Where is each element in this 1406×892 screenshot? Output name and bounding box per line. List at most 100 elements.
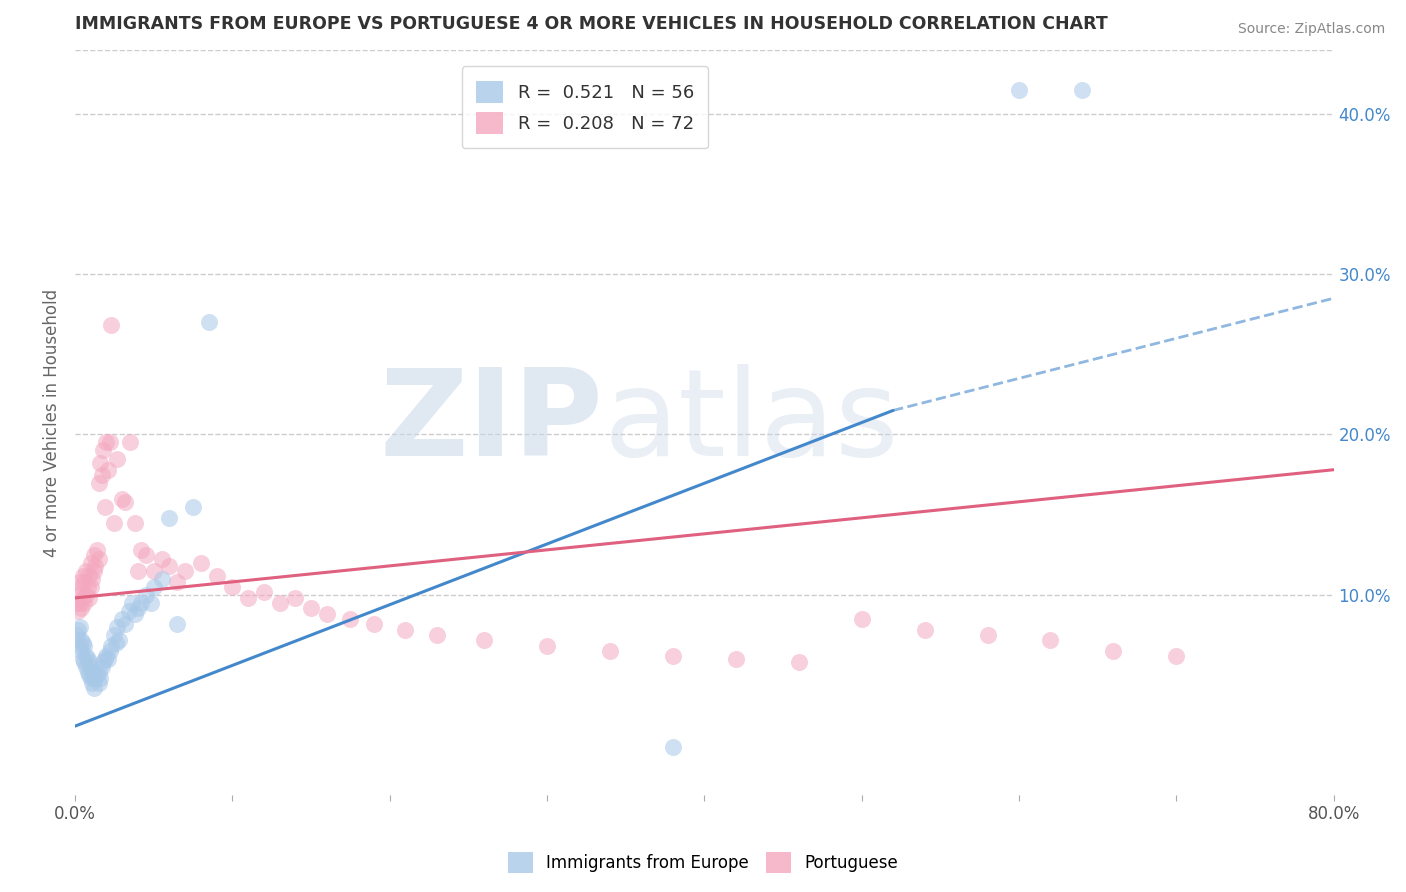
Point	[269, 596, 291, 610]
Point	[174, 564, 197, 578]
Point	[150, 572, 173, 586]
Point	[166, 574, 188, 589]
Point	[662, 648, 685, 663]
Point	[75, 588, 97, 602]
Point	[166, 616, 188, 631]
Point	[87, 552, 110, 566]
Point	[100, 639, 122, 653]
Point	[76, 665, 98, 679]
Point	[98, 644, 121, 658]
Point	[96, 435, 118, 450]
Point	[83, 681, 105, 695]
Point	[1166, 648, 1188, 663]
Point	[124, 516, 146, 530]
Point	[69, 596, 91, 610]
Text: atlas: atlas	[603, 364, 900, 481]
Point	[82, 572, 104, 586]
Point	[394, 623, 416, 637]
Point	[221, 580, 243, 594]
Point	[82, 676, 104, 690]
Point	[976, 628, 998, 642]
Legend: Immigrants from Europe, Portuguese: Immigrants from Europe, Portuguese	[502, 846, 904, 880]
Point	[67, 623, 90, 637]
Point	[87, 475, 110, 490]
Point	[67, 604, 90, 618]
Point	[72, 636, 94, 650]
Point	[87, 665, 110, 679]
Point	[90, 467, 112, 482]
Point	[77, 655, 100, 669]
Point	[129, 542, 152, 557]
Point	[111, 491, 134, 506]
Point	[157, 558, 180, 573]
Point	[73, 574, 96, 589]
Point	[124, 607, 146, 621]
Point	[80, 580, 103, 594]
Point	[536, 639, 558, 653]
Point	[65, 628, 87, 642]
Point	[91, 655, 114, 669]
Point	[76, 580, 98, 594]
Point	[284, 591, 307, 605]
Point	[135, 548, 157, 562]
Point	[129, 596, 152, 610]
Point	[1070, 83, 1092, 97]
Point	[363, 616, 385, 631]
Point	[1039, 632, 1062, 647]
Point	[205, 568, 228, 582]
Point	[69, 639, 91, 653]
Point	[80, 660, 103, 674]
Point	[662, 739, 685, 754]
Point	[139, 596, 162, 610]
Legend: R =  0.521   N = 56, R =  0.208   N = 72: R = 0.521 N = 56, R = 0.208 N = 72	[461, 66, 709, 148]
Point	[72, 568, 94, 582]
Point	[1008, 83, 1031, 97]
Point	[724, 652, 747, 666]
Point	[72, 652, 94, 666]
Point	[150, 552, 173, 566]
Point	[787, 655, 810, 669]
Point	[104, 636, 127, 650]
Text: IMMIGRANTS FROM EUROPE VS PORTUGUESE 4 OR MORE VEHICLES IN HOUSEHOLD CORRELATION: IMMIGRANTS FROM EUROPE VS PORTUGUESE 4 O…	[75, 15, 1108, 33]
Point	[84, 558, 107, 573]
Point	[87, 676, 110, 690]
Point	[135, 588, 157, 602]
Point	[114, 616, 136, 631]
Point	[253, 584, 276, 599]
Point	[157, 510, 180, 524]
Point	[69, 620, 91, 634]
Point	[69, 574, 91, 589]
Point	[94, 500, 117, 514]
Point	[914, 623, 936, 637]
Point	[75, 564, 97, 578]
Point	[77, 568, 100, 582]
Point	[80, 671, 103, 685]
Point	[97, 463, 120, 477]
Y-axis label: 4 or more Vehicles in Household: 4 or more Vehicles in Household	[44, 288, 60, 557]
Point	[121, 596, 143, 610]
Point	[83, 548, 105, 562]
Point	[100, 318, 122, 333]
Point	[82, 665, 104, 679]
Point	[236, 591, 259, 605]
Point	[89, 671, 111, 685]
Point	[472, 632, 495, 647]
Point	[96, 648, 118, 663]
Point	[315, 607, 337, 621]
Point	[181, 500, 204, 514]
Point	[70, 632, 93, 647]
Point	[73, 655, 96, 669]
Point	[1102, 644, 1125, 658]
Text: Source: ZipAtlas.com: Source: ZipAtlas.com	[1237, 22, 1385, 37]
Point	[190, 556, 212, 570]
Point	[107, 451, 129, 466]
Point	[76, 652, 98, 666]
Point	[91, 443, 114, 458]
Point	[426, 628, 449, 642]
Point	[142, 564, 165, 578]
Point	[107, 620, 129, 634]
Point	[103, 516, 125, 530]
Point	[77, 668, 100, 682]
Point	[117, 604, 139, 618]
Point	[70, 600, 93, 615]
